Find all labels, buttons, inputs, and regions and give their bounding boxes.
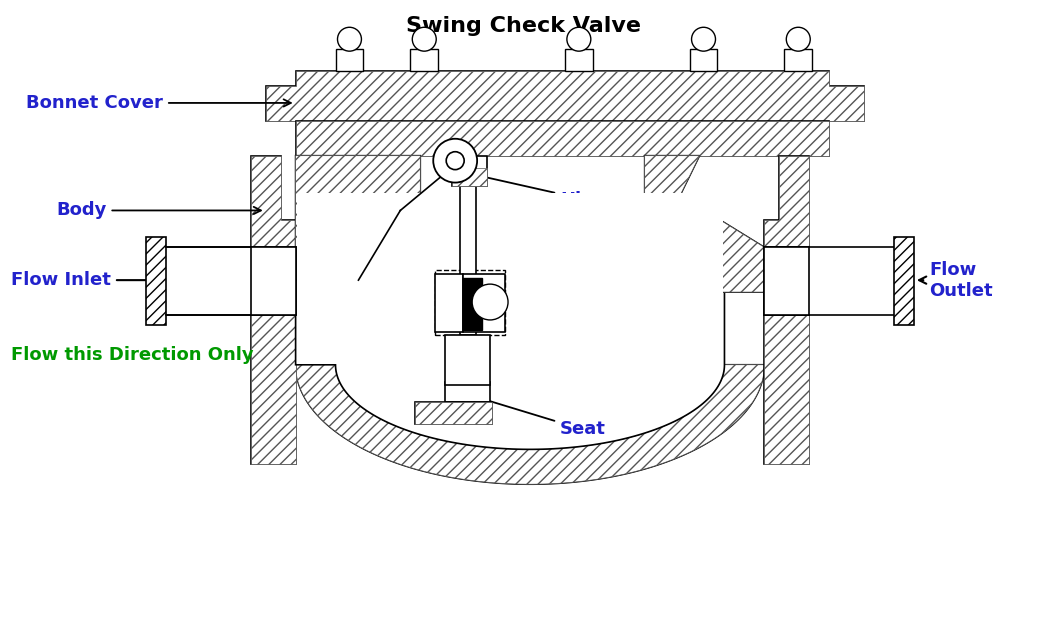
- Circle shape: [337, 27, 362, 51]
- Circle shape: [433, 139, 477, 182]
- Bar: [296, 121, 829, 156]
- Circle shape: [446, 152, 464, 170]
- Polygon shape: [296, 365, 764, 484]
- Text: Body: Body: [57, 202, 261, 219]
- Polygon shape: [296, 365, 764, 484]
- Polygon shape: [463, 278, 482, 330]
- Bar: [565, 49, 593, 71]
- Circle shape: [473, 284, 508, 320]
- Polygon shape: [250, 247, 296, 315]
- Circle shape: [692, 27, 716, 51]
- Bar: [435, 270, 505, 335]
- Circle shape: [786, 27, 810, 51]
- Bar: [445, 335, 490, 384]
- Text: Flow Inlet: Flow Inlet: [12, 271, 160, 289]
- Polygon shape: [250, 156, 296, 464]
- Polygon shape: [146, 237, 166, 325]
- Bar: [784, 49, 812, 71]
- Bar: [297, 193, 723, 364]
- Text: Bonnet Cover: Bonnet Cover: [26, 94, 290, 112]
- Text: Swing Check Valve: Swing Check Valve: [407, 16, 641, 37]
- Polygon shape: [645, 156, 764, 292]
- Text: Disk: Disk: [457, 301, 604, 339]
- Text: Hinge: Hinge: [470, 172, 618, 210]
- Bar: [435, 274, 463, 332]
- Polygon shape: [764, 247, 809, 315]
- Bar: [764, 247, 904, 315]
- Polygon shape: [250, 156, 296, 464]
- Bar: [411, 49, 438, 71]
- Text: Seat: Seat: [457, 390, 606, 438]
- Bar: [460, 169, 476, 335]
- Bar: [445, 382, 490, 402]
- Polygon shape: [764, 156, 809, 464]
- Circle shape: [412, 27, 436, 51]
- Polygon shape: [645, 156, 764, 292]
- Bar: [452, 167, 487, 185]
- Polygon shape: [296, 156, 420, 292]
- Bar: [452, 156, 487, 185]
- Text: Flow this Direction Only: Flow this Direction Only: [12, 346, 254, 364]
- Bar: [690, 49, 718, 71]
- Polygon shape: [415, 402, 493, 425]
- Polygon shape: [415, 402, 493, 425]
- Polygon shape: [296, 156, 420, 292]
- Bar: [296, 121, 829, 156]
- Polygon shape: [764, 156, 809, 464]
- Polygon shape: [296, 280, 724, 450]
- Polygon shape: [894, 237, 914, 325]
- Circle shape: [567, 27, 591, 51]
- Bar: [463, 274, 505, 332]
- Polygon shape: [266, 71, 865, 121]
- Polygon shape: [266, 71, 865, 121]
- Bar: [335, 49, 364, 71]
- Bar: [156, 247, 296, 315]
- Text: Flow
Outlet: Flow Outlet: [919, 261, 992, 299]
